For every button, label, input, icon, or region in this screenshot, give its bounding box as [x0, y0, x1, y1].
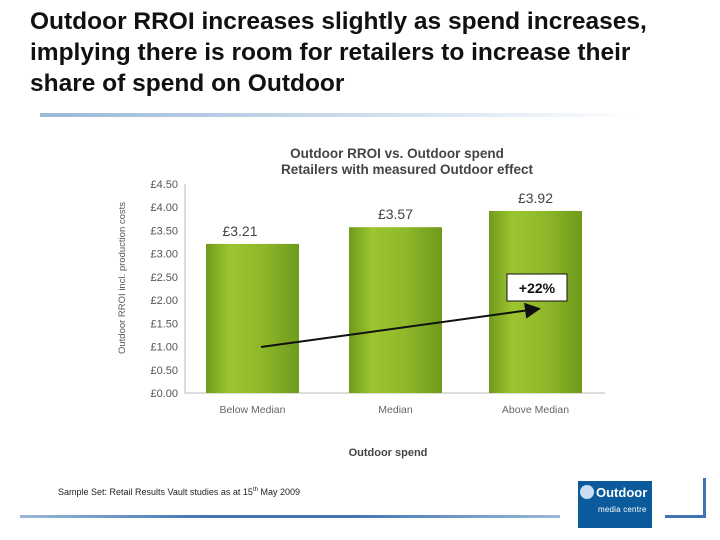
x-axis-label: Outdoor spend [349, 447, 428, 459]
value-label: £3.21 [222, 223, 257, 239]
y-tick-labels: £0.00 £0.50 £1.00 £1.50 £2.00 £2.50 £3.00 £3.50… [150, 179, 178, 400]
logo-sub-text: media centre [598, 505, 647, 514]
value-labels: £3.21 £3.57 £3.92 [222, 190, 553, 239]
bar [206, 243, 299, 393]
bars [206, 210, 582, 393]
y-axis-label: Outdoor RROI incl. production costs [117, 202, 128, 354]
sample-note-date: May 2009 [257, 487, 300, 497]
footer-rule-right [665, 515, 706, 518]
chart-subtitle: Retailers with measured Outdoor effect [281, 162, 534, 177]
y-tick-label: £3.00 [150, 249, 178, 261]
growth-callout-box [506, 273, 568, 302]
y-tick-label: £1.50 [150, 318, 178, 330]
bar [489, 210, 582, 393]
y-tick-label: £0.00 [150, 388, 178, 400]
y-tick-label: £3.50 [150, 225, 178, 237]
slide-title: Outdoor RROI increases slightly as spend… [30, 8, 647, 97]
sample-note: Sample Set: Retail Results Vault studies… [58, 487, 300, 497]
y-tick-label: £2.00 [150, 295, 178, 307]
value-label: £3.92 [518, 190, 553, 206]
x-tick-label: Median [378, 404, 413, 416]
y-tick-label: £4.00 [150, 202, 178, 214]
x-tick-labels: Below Median Median Above Median [220, 404, 570, 416]
outdoor-media-centre-logo: Outdoor media centre [578, 481, 652, 528]
y-tick-label: £2.50 [150, 272, 178, 284]
footer-rule [20, 515, 560, 518]
value-label: £3.57 [378, 206, 413, 222]
x-tick-label: Above Median [502, 404, 569, 416]
footer-corner-bar [703, 478, 706, 518]
title-underline [40, 113, 640, 117]
trend-arrow [260, 302, 541, 348]
logo-globe-icon [580, 485, 594, 499]
growth-callout-text: +22% [519, 280, 556, 296]
sample-note-superscript: th [252, 487, 258, 493]
y-tick-label: £0.50 [150, 365, 178, 377]
x-tick-label: Below Median [220, 404, 286, 416]
chart-title: Outdoor RROI vs. Outdoor spend [290, 146, 504, 161]
y-tick-label: £4.50 [150, 179, 178, 191]
y-tick-label: £1.00 [150, 342, 178, 354]
bar [349, 227, 442, 393]
sample-note-text: Sample Set: Retail Results Vault studies… [58, 487, 253, 497]
logo-main-text: Outdoor [596, 485, 648, 500]
